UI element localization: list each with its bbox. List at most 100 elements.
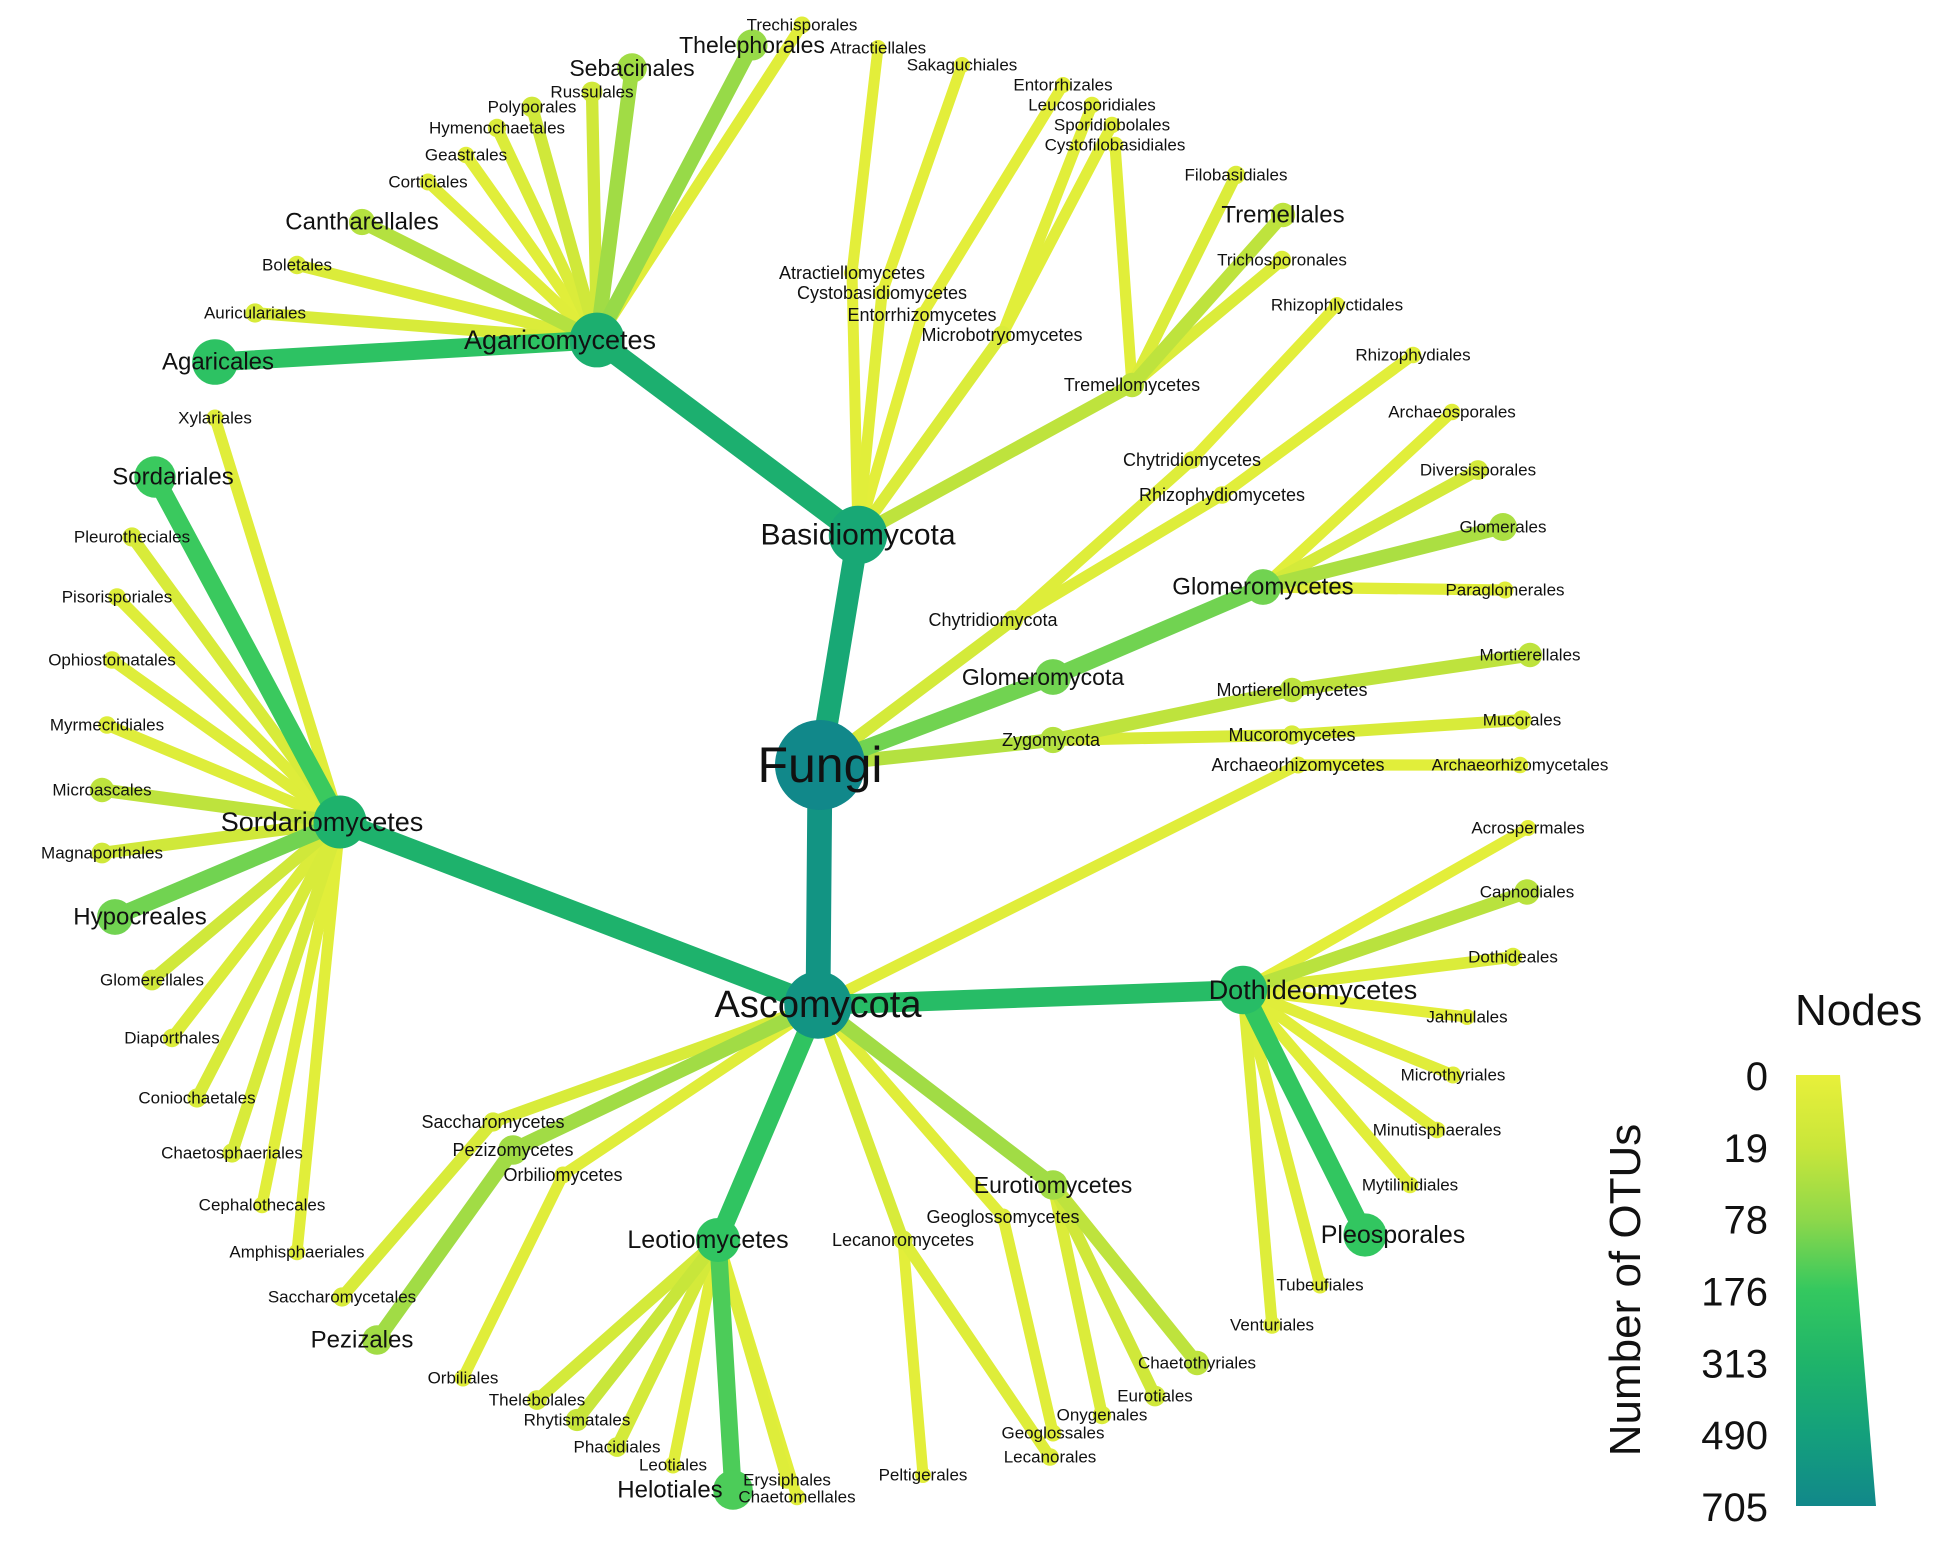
edge-chytridiomycetes-rhizophlyctidales xyxy=(1186,299,1343,466)
node-zygomycota xyxy=(1039,726,1067,754)
edge-chytridiomycota-rhizophydiomycetes xyxy=(1007,489,1228,626)
label-sebacinales: Sebacinales xyxy=(569,55,694,81)
label-microthyriales: Microthyriales xyxy=(1401,1066,1506,1085)
node-basidiomycota xyxy=(828,505,888,565)
label-paraglomerales: Paraglomerales xyxy=(1445,581,1564,600)
label-saccharomycetes: Saccharomycetes xyxy=(421,1112,564,1132)
node-ophiostomatales xyxy=(103,651,121,669)
label-tremellomycetes: Tremellomycetes xyxy=(1064,375,1200,395)
node-leotiomycetes xyxy=(696,1218,740,1262)
edge-zygomycota-mucoromycetes xyxy=(1047,729,1298,746)
node-saccharomycetes xyxy=(483,1112,503,1132)
edge-saccharomycetes-saccharomycetales xyxy=(336,1116,499,1303)
edge-sordariomycetes-cephalothecales xyxy=(256,816,346,1211)
label-leotiales: Leotiales xyxy=(639,1456,707,1475)
label-xylariales: Xylariales xyxy=(178,409,252,428)
label-jahnulales: Jahnulales xyxy=(1426,1008,1507,1027)
node-pisorisporiales xyxy=(108,588,126,606)
label-mytilinidiales: Mytilinidiales xyxy=(1362,1176,1458,1195)
edge-basidiomycota-entorrhizomycetes xyxy=(852,309,928,541)
node-sordariomycetes xyxy=(313,795,367,849)
label-sakaguchiales: Sakaguchiales xyxy=(907,56,1018,75)
node-onygenales xyxy=(1092,1405,1112,1425)
edge-glomeromycetes-archaeosporales xyxy=(1257,406,1458,593)
edge-atractiellomycetes-atractiellales xyxy=(846,42,884,279)
node-microbotryomycetes xyxy=(992,325,1012,345)
node-erysiphales xyxy=(778,1471,796,1489)
node-russulales xyxy=(581,81,603,103)
edge-sordariomycetes-hypocreales xyxy=(106,813,349,926)
node-pezizomycetes xyxy=(498,1135,528,1165)
edge-dothideomycetes-jahnulales xyxy=(1237,984,1473,1023)
edge-ascomycota-pezizomycetes xyxy=(505,997,826,1158)
legend-tick-176: 176 xyxy=(1701,1271,1768,1315)
label-microascales: Microascales xyxy=(52,781,151,800)
label-geastrales: Geastrales xyxy=(425,146,507,165)
label-dothideomycetes: Dothideomycetes xyxy=(1209,975,1418,1005)
edge-dothideomycetes-minutisphaerales xyxy=(1237,984,1443,1136)
edge-tremellomycetes-filobasidiales xyxy=(1126,169,1242,391)
node-helotiales xyxy=(713,1470,753,1510)
label-rhytismatales: Rhytismatales xyxy=(524,1411,631,1430)
edge-leotiomycetes-thelebolales xyxy=(530,1233,725,1407)
label-atractiellales: Atractiellales xyxy=(830,39,926,58)
label-agaricales: Agaricales xyxy=(162,349,274,376)
node-cephalothecales xyxy=(253,1196,271,1214)
label-minutisphaerales: Minutisphaerales xyxy=(1373,1121,1502,1140)
edge-zygomycota-mortierellomycetes xyxy=(1046,683,1299,747)
node-atractiellales xyxy=(870,40,886,56)
node-microthyriales xyxy=(1444,1066,1462,1084)
edge-agaricomycetes-polyporales xyxy=(525,100,604,347)
node-glomerellales xyxy=(141,969,163,991)
node-mucoromycetes xyxy=(1282,725,1302,745)
node-lecanorales xyxy=(1041,1448,1059,1466)
label-capnodiales: Capnodiales xyxy=(1480,883,1575,902)
tree-edges xyxy=(95,19,1537,1503)
edge-basidiomycota-microbotryomycetes xyxy=(852,329,1008,541)
label-basidiomycota: Basidiomycota xyxy=(760,519,955,552)
label-geoglossales: Geoglossales xyxy=(1001,1424,1104,1443)
label-phacidiales: Phacidiales xyxy=(574,1438,661,1457)
label-acrospermales: Acrospermales xyxy=(1471,819,1584,838)
node-polyporales xyxy=(521,96,543,118)
label-orbiliomycetes: Orbiliomycetes xyxy=(503,1165,622,1185)
node-paraglomerales xyxy=(1496,581,1514,599)
node-boletales xyxy=(287,255,307,275)
node-auriculariales xyxy=(245,303,265,323)
label-tubeufiales: Tubeufiales xyxy=(1276,1276,1363,1295)
node-eurotiales xyxy=(1144,1385,1166,1407)
label-erysiphales: Erysiphales xyxy=(743,1471,831,1490)
edge-basidiomycota-agaricomycetes xyxy=(586,329,869,546)
label-boletales: Boletales xyxy=(262,256,332,275)
edge-agaricomycetes-corticiales xyxy=(422,176,603,346)
node-myrmecridiales xyxy=(98,716,116,734)
edge-sordariomycetes-amphisphaeriales xyxy=(291,816,346,1258)
node-microascales xyxy=(89,777,115,803)
edge-lecanoromycetes-peltigerales xyxy=(897,1234,929,1481)
edge-ascomycota-archaeorhizomycetes xyxy=(812,759,1304,1011)
node-cystofilobasidiales xyxy=(1106,136,1124,154)
edge-leotiomycetes-helotiales xyxy=(709,1231,742,1499)
edge-leotiomycetes-leotiales xyxy=(667,1234,724,1471)
label-agaricomycetes: Agaricomycetes xyxy=(464,325,656,355)
edge-sordariomycetes-diaporthales xyxy=(166,816,346,1044)
node-fungi xyxy=(775,720,865,810)
node-atractiellomycetes xyxy=(844,265,860,281)
label-filobasidiales: Filobasidiales xyxy=(1185,166,1288,185)
edge-agaricomycetes-agaricales xyxy=(205,330,607,372)
edge-leotiomycetes-phacidiales xyxy=(610,1233,725,1454)
label-saccharomycetales: Saccharomycetales xyxy=(268,1288,416,1307)
edge-cystobasidiomycetes-sakaguchiales xyxy=(876,59,968,299)
label-cephalothecales: Cephalothecales xyxy=(199,1196,326,1215)
node-geoglossales xyxy=(1044,1424,1062,1442)
node-chytridiomycetes xyxy=(1183,451,1201,469)
label-chytridiomycota: Chytridiomycota xyxy=(928,610,1058,630)
label-amphisphaeriales: Amphisphaeriales xyxy=(229,1243,364,1262)
node-sakaguchiales xyxy=(954,57,970,73)
label-dothideales: Dothideales xyxy=(1468,948,1558,967)
node-orbiliomycetes xyxy=(554,1166,572,1184)
edge-tremellomycetes-tremellales xyxy=(1125,208,1290,392)
label-onygenales: Onygenales xyxy=(1057,1406,1148,1425)
edge-sordariomycetes-coniochaetales xyxy=(191,816,346,1104)
node-archaeorhizomycetales xyxy=(1511,756,1529,774)
